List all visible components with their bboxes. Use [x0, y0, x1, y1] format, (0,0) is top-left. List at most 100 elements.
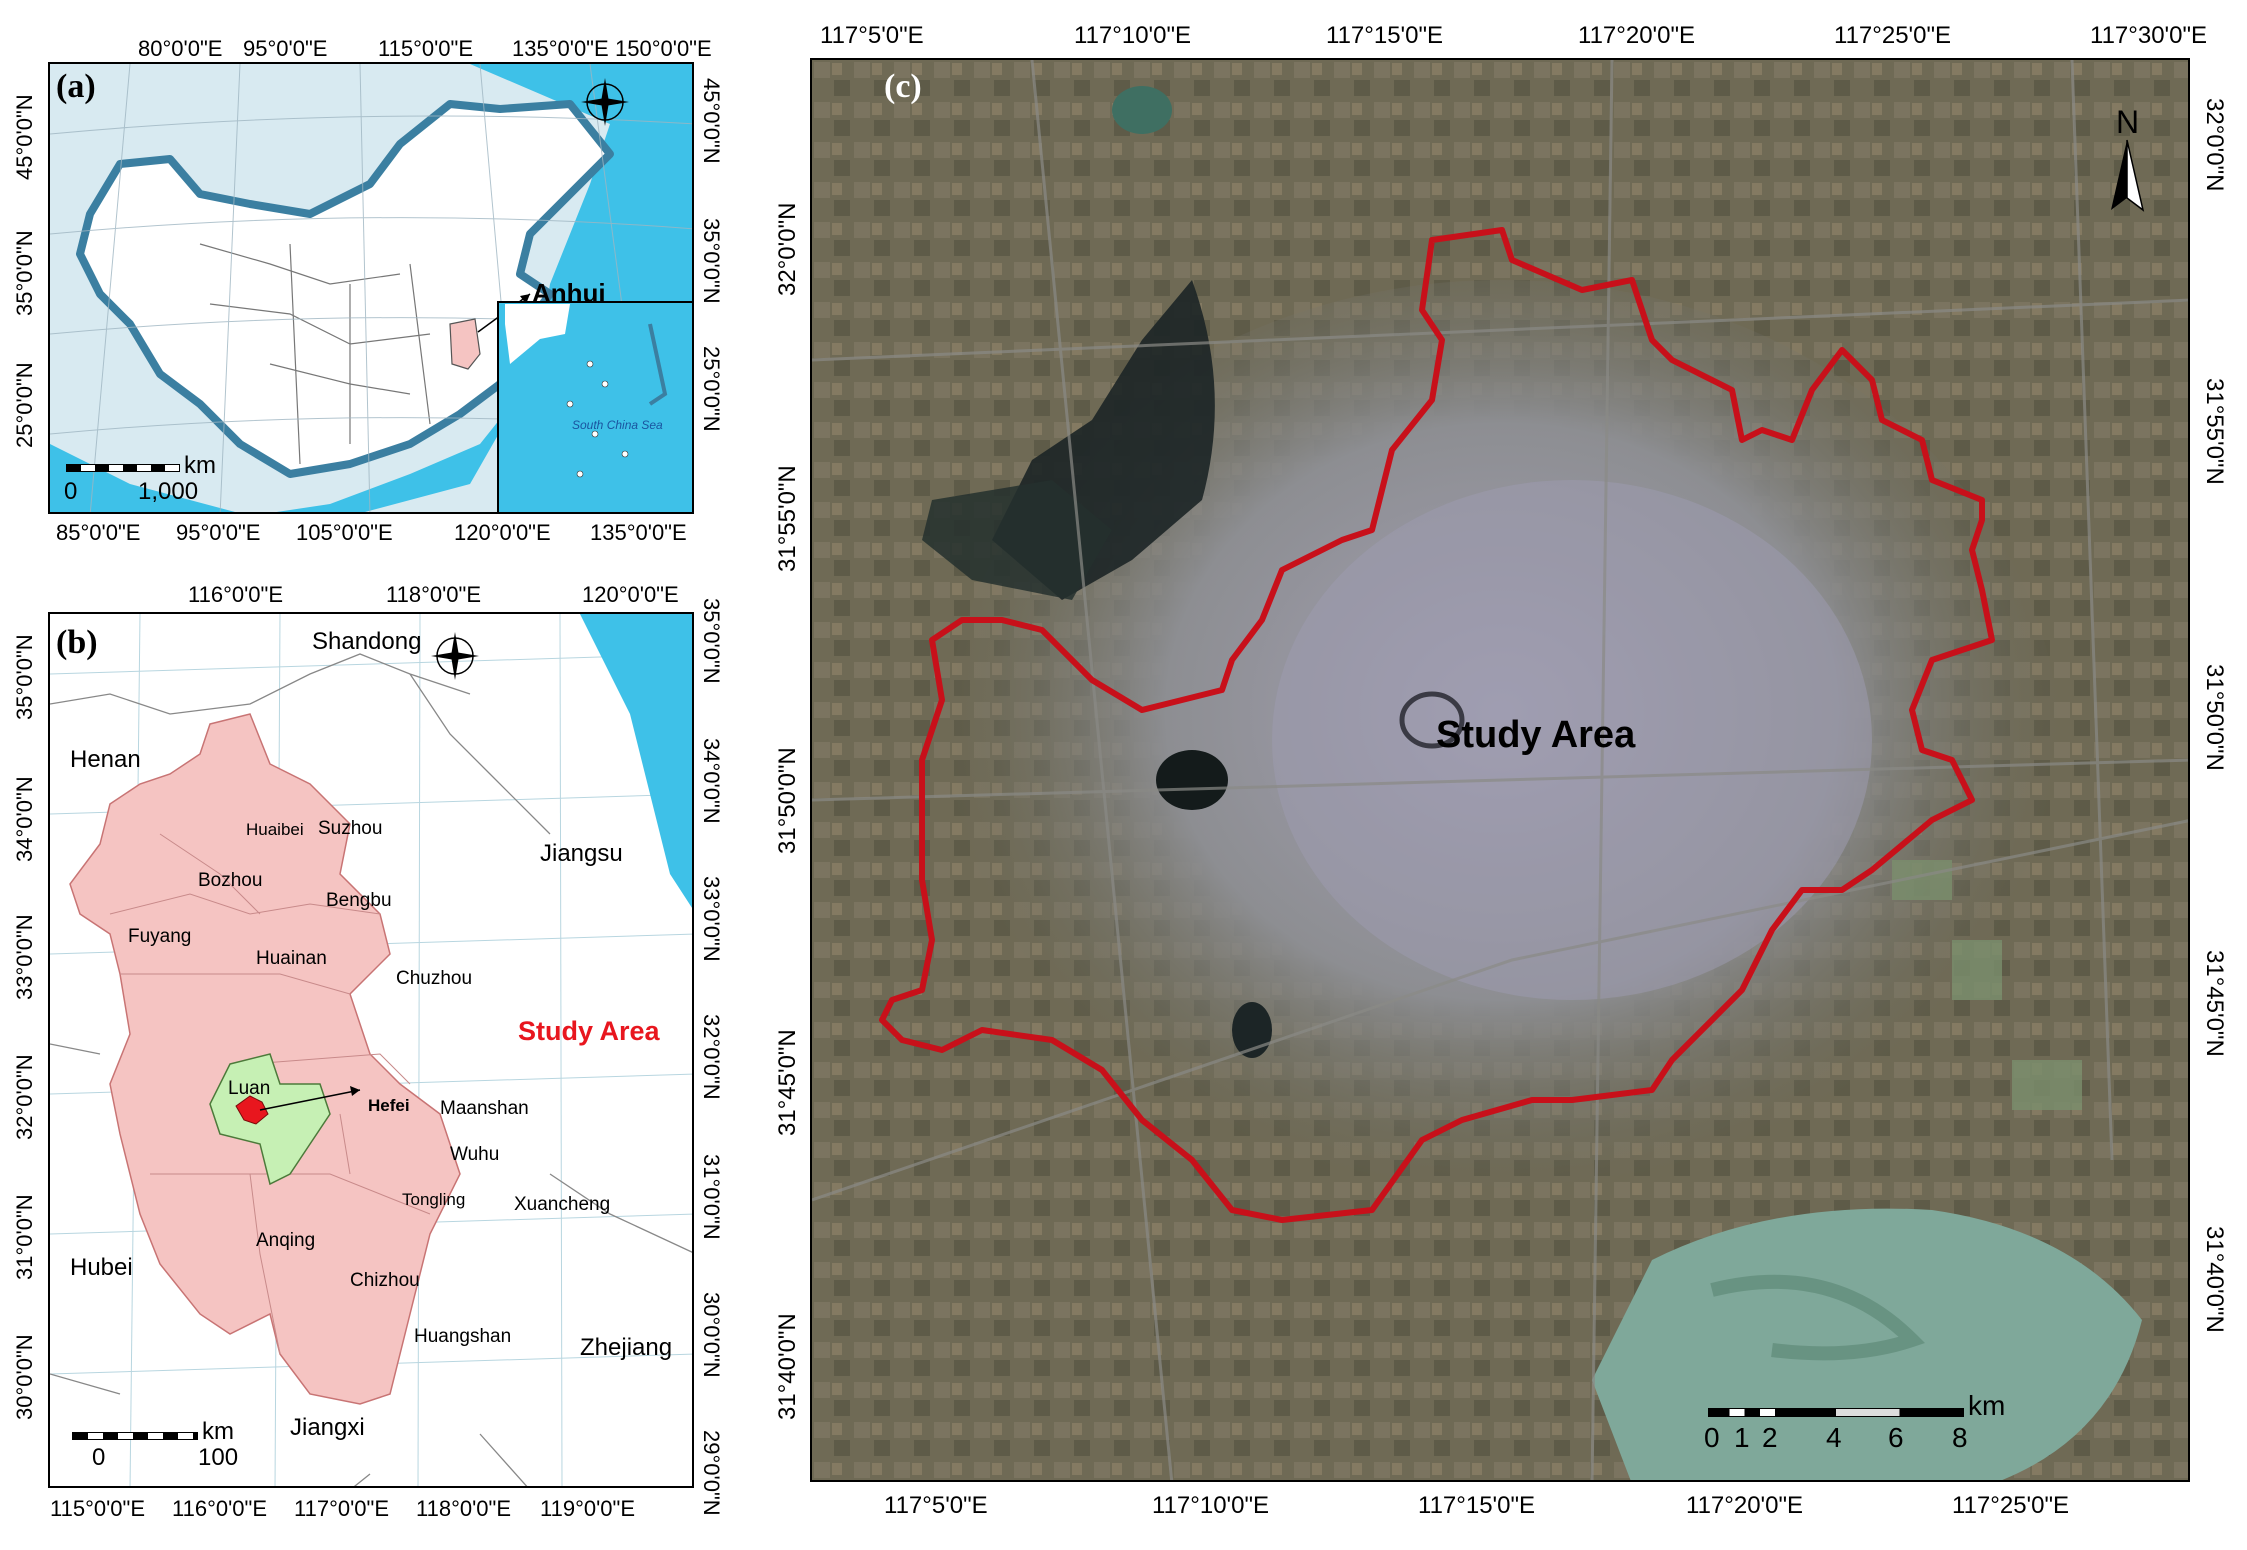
panel-b-bottom-tick-5: 119°0'0"E — [540, 1496, 636, 1521]
province-hubei: Hubei — [70, 1254, 133, 1281]
panel-c-right-tick-3: 31°50'0"N — [2201, 664, 2228, 771]
panel-b-label: (b) — [56, 624, 98, 661]
panel-a-right-tick-1: 45°0'0"N — [699, 78, 724, 164]
panel-b-left-tick-6: 30°0'0"N — [12, 1334, 37, 1420]
city-wuhu: Wuhu — [450, 1144, 500, 1165]
city-huangshan: Huangshan — [414, 1326, 512, 1347]
city-huainan: Huainan — [256, 948, 327, 969]
panel-c-left-tick-3: 31°50'0"N — [774, 747, 801, 854]
province-jiangsu: Jiangsu — [540, 840, 623, 867]
panel-c-bottom-tick-4: 117°20'0"E — [1686, 1492, 1804, 1519]
panel-b-left-tick-1: 35°0'0"N — [12, 634, 37, 720]
panel-c-scale-bar — [1708, 1408, 1964, 1417]
panel-c-bottom-tick-5: 117°25'0"E — [1952, 1492, 2070, 1519]
south-china-sea-label: South China Sea — [572, 418, 663, 432]
panel-c-top-tick-2: 117°10'0"E — [1074, 22, 1192, 49]
province-zhejiang: Zhejiang — [580, 1334, 673, 1361]
panel-b-right-tick-6: 30°0'0"N — [699, 1292, 724, 1378]
province-shandong: Shandong — [312, 628, 422, 655]
panel-b-scale-max: 100 — [198, 1444, 239, 1471]
panel-a-left-tick-1: 45°0'0"N — [12, 94, 37, 180]
panel-b-left-tick-5: 31°0'0"N — [12, 1194, 37, 1280]
panel-c-scale-tick-5: 6 — [1888, 1422, 1904, 1453]
panel-c-scale-tick-3: 2 — [1762, 1422, 1778, 1453]
panel-c-label: (c) — [884, 68, 922, 105]
panel-b-right-tick-7: 29°0'0"N — [699, 1430, 724, 1516]
panel-b-scale-unit: km — [202, 1418, 234, 1445]
province-henan: Henan — [70, 746, 141, 773]
panel-c-right-tick-1: 32°0'0"N — [2201, 98, 2228, 192]
panel-c-scale-unit: km — [1968, 1390, 2006, 1421]
panel-a-top-tick-2: 95°0'0"E — [243, 36, 328, 61]
panel-c-top-tick-1: 117°5'0"E — [820, 22, 924, 49]
north-arrow-icon — [2111, 139, 2145, 212]
panel-c-bottom-tick-2: 117°10'0"E — [1152, 1492, 1270, 1519]
panel-c-left-tick-4: 31°45'0"N — [774, 1029, 801, 1136]
panel-a-scale-unit: km — [184, 452, 216, 479]
panel-b-scale-min: 0 — [92, 1444, 106, 1471]
panel-c-left-tick-2: 31°55'0"N — [774, 465, 801, 572]
city-suzhou: Suzhou — [318, 818, 383, 839]
panel-c-bottom-tick-1: 117°5'0"E — [884, 1492, 988, 1519]
city-luan: Luan — [228, 1078, 271, 1099]
panel-b-map: (b) Shandong Henan Jiangsu Hubei Zhejian… — [48, 612, 694, 1488]
panel-b-right-tick-3: 33°0'0"N — [699, 876, 724, 962]
panel-c-satellite-graphic — [812, 60, 2188, 1480]
panel-c-top-tick-6: 117°30'0"E — [2090, 22, 2208, 49]
panel-a-right-tick-3: 25°0'0"N — [699, 346, 724, 432]
city-bengbu: Bengbu — [326, 890, 392, 911]
province-jiangxi: Jiangxi — [290, 1414, 365, 1441]
panel-a-top-tick-3: 115°0'0"E — [378, 36, 474, 61]
panel-c-top-tick-5: 117°25'0"E — [1834, 22, 1952, 49]
anhui-callout: Anhui — [532, 278, 606, 308]
city-bozhou: Bozhou — [198, 870, 263, 891]
panel-b-top-tick-3: 120°0'0"E — [582, 582, 679, 607]
panel-c-left-tick-1: 32°0'0"N — [774, 202, 801, 296]
panel-b-compass-icon — [431, 632, 479, 680]
city-fuyang: Fuyang — [128, 926, 192, 947]
city-maanshan: Maanshan — [440, 1098, 529, 1119]
panel-c-top-tick-3: 117°15'0"E — [1326, 22, 1444, 49]
panel-c-scale-tick-2: 1 — [1734, 1422, 1750, 1453]
panel-a-bottom-tick-5: 135°0'0"E — [590, 520, 687, 545]
panel-a-top-tick-4: 135°0'0"E — [512, 36, 609, 61]
panel-b-right-tick-2: 34°0'0"N — [699, 738, 724, 824]
panel-b-bottom-tick-1: 115°0'0"E — [50, 1496, 146, 1521]
city-anqing: Anqing — [256, 1230, 316, 1251]
panel-c-scale-tick-1: 0 — [1704, 1422, 1720, 1453]
panel-c-left-tick-5: 31°40'0"N — [774, 1313, 801, 1420]
panel-a-label: (a) — [56, 68, 96, 105]
panel-a-bottom-tick-2: 95°0'0"E — [176, 520, 261, 545]
panel-a-bottom-tick-4: 120°0'0"E — [454, 520, 551, 545]
panel-b-right-tick-4: 32°0'0"N — [699, 1014, 724, 1100]
panel-b-bottom-tick-3: 117°0'0"E — [294, 1496, 390, 1521]
panel-b-right-tick-1: 35°0'0"N — [699, 598, 724, 684]
panel-a-left-tick-2: 35°0'0"N — [12, 230, 37, 316]
panel-b-map-graphic — [50, 614, 692, 1486]
panel-a-map: (a) Anhui South China Sea km 0 1,000 — [48, 62, 694, 514]
panel-a-bottom-tick-3: 105°0'0"E — [296, 520, 393, 545]
study-area-boundary — [879, 227, 1995, 1223]
panel-a-map-graphic — [50, 64, 692, 512]
city-chizhou: Chizhou — [350, 1270, 420, 1291]
city-chuzhou: Chuzhou — [396, 968, 473, 989]
panel-c-study-area-label: Study Area — [1436, 714, 1636, 756]
panel-b-study-area-label: Study Area — [518, 1016, 660, 1046]
panel-b-top-tick-2: 118°0'0"E — [386, 582, 482, 607]
panel-c-top-tick-4: 117°20'0"E — [1578, 22, 1696, 49]
panel-a-bottom-tick-1: 85°0'0"E — [56, 520, 141, 545]
panel-a-scale-bar — [66, 464, 180, 472]
city-tongling: Tongling — [402, 1190, 466, 1209]
panel-a-top-tick-1: 80°0'0"E — [138, 36, 223, 61]
panel-c-right-tick-5: 31°40'0"N — [2201, 1226, 2228, 1333]
panel-a-compass-icon — [581, 78, 629, 126]
panel-b-left-tick-3: 33°0'0"N — [12, 914, 37, 1000]
city-huaibei: Huaibei — [246, 820, 304, 839]
panel-c-north-label: N — [2116, 104, 2140, 140]
panel-c-right-tick-4: 31°45'0"N — [2201, 950, 2228, 1057]
panel-c-right-tick-2: 31°55'0"N — [2201, 378, 2228, 485]
city-hefei: Hefei — [368, 1096, 410, 1115]
panel-c-scale-tick-4: 4 — [1826, 1422, 1842, 1453]
panel-c-satellite-map: (c) Study Area N km 0 1 2 4 6 8 — [810, 58, 2190, 1482]
panel-a-left-tick-3: 25°0'0"N — [12, 362, 37, 448]
